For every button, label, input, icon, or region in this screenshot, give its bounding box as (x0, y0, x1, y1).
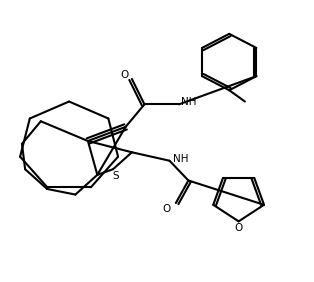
Text: S: S (113, 171, 120, 181)
Text: NH: NH (173, 154, 188, 164)
Text: O: O (235, 223, 243, 233)
Text: O: O (162, 204, 171, 214)
Text: NH: NH (181, 96, 197, 107)
Text: O: O (120, 70, 128, 80)
